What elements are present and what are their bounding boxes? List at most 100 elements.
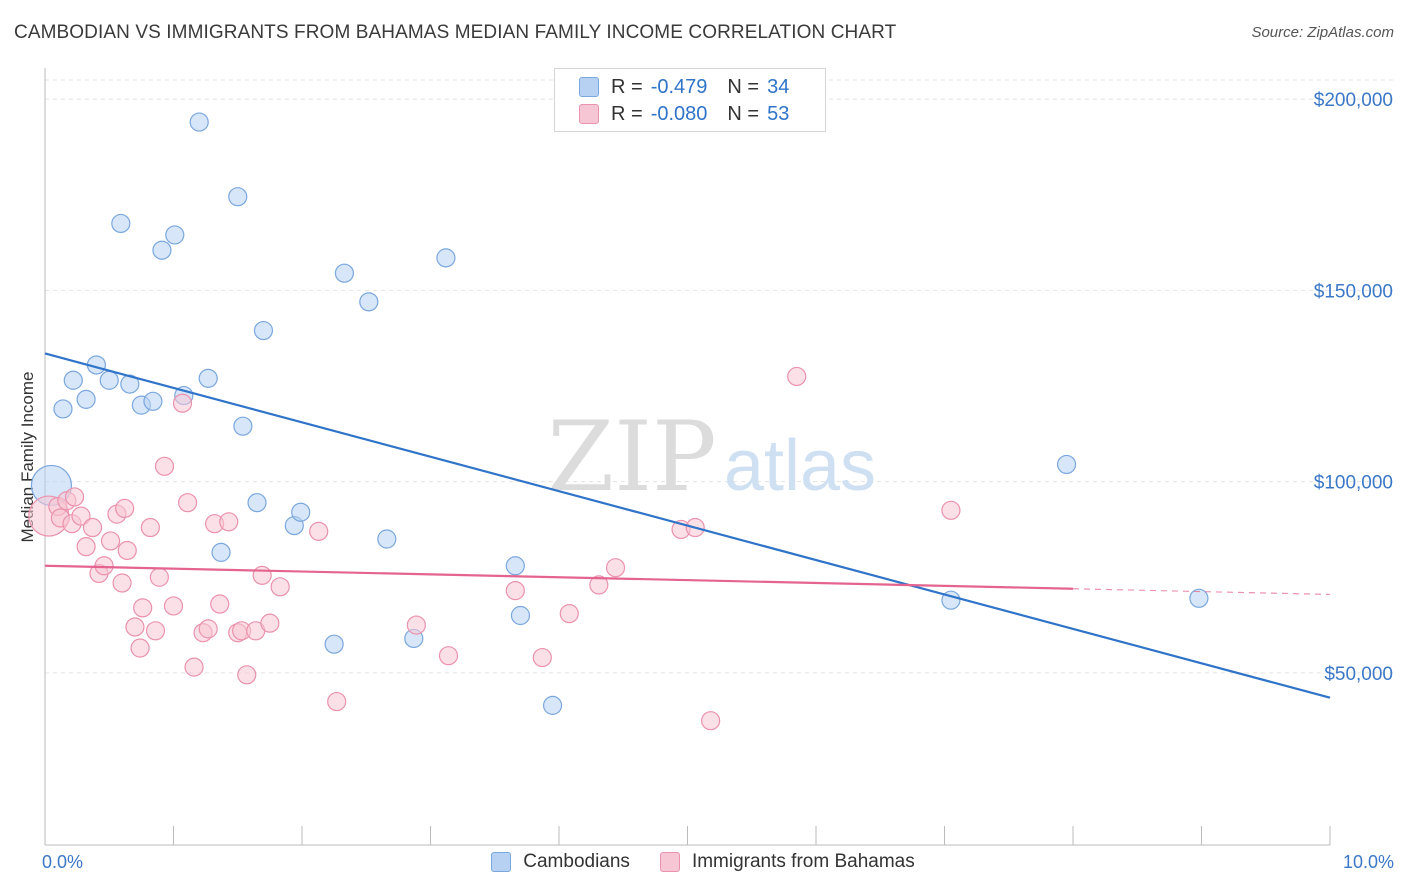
legend-item-cambodians[interactable]: Cambodians bbox=[491, 851, 630, 873]
n-value: 34 bbox=[767, 75, 790, 98]
stats-legend: R = -0.479 N = 34 R = -0.080 N = 53 bbox=[554, 68, 826, 132]
bahamas-point bbox=[154, 456, 175, 476]
y-tick-label: $200,000 bbox=[1314, 90, 1393, 111]
x-tick-label-max: 10.0% bbox=[1342, 852, 1394, 872]
bahamas-point bbox=[145, 621, 166, 641]
bahamas-point bbox=[130, 638, 150, 658]
bahamas-point bbox=[532, 647, 552, 668]
cambodian-point bbox=[542, 695, 563, 715]
y-tick-label: $150,000 bbox=[1314, 281, 1393, 302]
legend-label-bahamas: Immigrants from Bahamas bbox=[691, 851, 915, 872]
cambodian-point bbox=[505, 556, 525, 576]
bahamas-point bbox=[172, 393, 193, 413]
source-label: Source: ZipAtlas.com bbox=[1251, 24, 1394, 41]
cambodian-point bbox=[228, 187, 248, 207]
watermark-atlas: atlas bbox=[724, 426, 876, 506]
cambodian-point bbox=[334, 263, 355, 283]
cambodian-point bbox=[76, 389, 96, 409]
r-value: -0.479 bbox=[650, 75, 708, 98]
cambodian-point bbox=[111, 213, 131, 234]
pink-swatch bbox=[659, 852, 680, 872]
bahamas-point bbox=[71, 506, 91, 526]
y-tick-label: $100,000 bbox=[1314, 473, 1393, 494]
trend-lines bbox=[44, 352, 1331, 699]
n-label: N = bbox=[727, 102, 760, 125]
bahamas-point bbox=[112, 573, 132, 593]
bahamas-point bbox=[605, 558, 626, 578]
cambodian-point bbox=[198, 368, 218, 388]
cambodian-point bbox=[247, 493, 267, 513]
stats-row-cambodians: R = -0.479 N = 34 bbox=[579, 75, 789, 99]
bahamas-point bbox=[787, 366, 807, 387]
series-legend: Cambodians Immigrants from Bahamas bbox=[0, 851, 1406, 873]
bahamas-point bbox=[505, 581, 525, 601]
bahamas-point bbox=[327, 691, 347, 712]
bahamas-point bbox=[210, 594, 230, 614]
cambodian-point bbox=[1056, 454, 1077, 475]
bahamas-trend-line-extension bbox=[1072, 588, 1331, 596]
y-tick-label: $50,000 bbox=[1324, 664, 1393, 685]
bahamas-point bbox=[149, 567, 169, 587]
bahamas-point bbox=[198, 619, 218, 639]
bahamas-point bbox=[125, 617, 145, 637]
bahamas-trend-line bbox=[44, 564, 1074, 590]
cambodian-point bbox=[377, 529, 397, 549]
r-value: -0.080 bbox=[650, 102, 708, 125]
n-label: N = bbox=[727, 75, 760, 98]
cambodian-point bbox=[99, 370, 119, 390]
bahamas-point bbox=[219, 512, 239, 532]
cambodian-point bbox=[510, 605, 531, 626]
cambodian-point bbox=[359, 292, 379, 312]
bahamas-point bbox=[82, 517, 103, 538]
data-points bbox=[28, 112, 1209, 731]
cambodian-point bbox=[291, 502, 311, 522]
legend-item-bahamas[interactable]: Immigrants from Bahamas bbox=[659, 851, 915, 873]
bahamas-point bbox=[163, 596, 184, 616]
cambodian-point bbox=[211, 542, 231, 562]
r-label: R = bbox=[611, 102, 643, 125]
watermark-zip: ZIP bbox=[547, 401, 716, 513]
bahamas-point bbox=[237, 665, 257, 685]
bahamas-point bbox=[438, 646, 459, 666]
bahamas-point bbox=[701, 711, 721, 731]
bahamas-point bbox=[115, 498, 135, 518]
cambodian-point bbox=[63, 370, 83, 390]
stats-row-bahamas: R = -0.080 N = 53 bbox=[579, 102, 789, 126]
bahamas-point bbox=[94, 556, 114, 576]
cambodian-point bbox=[143, 391, 163, 411]
cambodian-point bbox=[233, 416, 253, 436]
cambodian-point bbox=[152, 240, 172, 260]
bahamas-point bbox=[260, 613, 280, 633]
pink-swatch bbox=[579, 104, 599, 124]
bahamas-point bbox=[117, 540, 137, 561]
cambodian-point bbox=[253, 320, 274, 341]
bahamas-point bbox=[100, 531, 121, 551]
cambodian-point bbox=[324, 634, 344, 654]
bahamas-point bbox=[270, 577, 290, 597]
r-label: R = bbox=[611, 75, 643, 98]
n-value: 53 bbox=[767, 102, 790, 125]
chart-title: CAMBODIAN VS IMMIGRANTS FROM BAHAMAS MED… bbox=[14, 22, 897, 43]
bahamas-point bbox=[184, 657, 204, 677]
x-tick-label-min: 0.0% bbox=[42, 852, 84, 872]
bahamas-point bbox=[178, 493, 198, 513]
cambodian-point bbox=[189, 112, 209, 132]
watermark: ZIP atlas bbox=[547, 401, 876, 513]
blue-swatch bbox=[491, 852, 512, 872]
bahamas-point bbox=[406, 615, 426, 635]
bahamas-point bbox=[589, 575, 609, 595]
bahamas-point bbox=[76, 537, 96, 557]
axes bbox=[44, 68, 1331, 846]
bahamas-point bbox=[140, 517, 160, 538]
cambodian-point bbox=[436, 248, 456, 268]
y-tick-labels: $50,000 $100,000 $150,000 $200,000 bbox=[1314, 90, 1393, 685]
cambodian-point bbox=[53, 399, 73, 419]
cambodian-trend-line bbox=[44, 352, 1331, 699]
blue-swatch bbox=[579, 77, 599, 97]
bahamas-point bbox=[941, 500, 961, 520]
bahamas-point bbox=[133, 598, 153, 618]
gridlines bbox=[45, 79, 1395, 674]
cambodian-point bbox=[1189, 588, 1209, 608]
legend-label-cambodians: Cambodians bbox=[523, 851, 630, 872]
bahamas-point bbox=[64, 487, 85, 507]
